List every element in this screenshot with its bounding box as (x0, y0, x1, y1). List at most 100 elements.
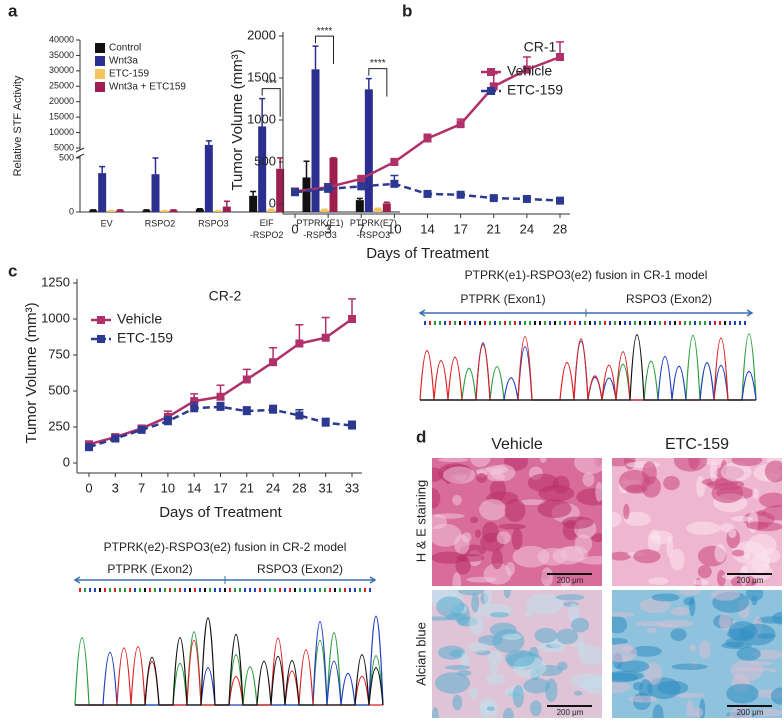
tissue-feature (772, 611, 782, 625)
base-call (364, 588, 366, 592)
base-call (179, 588, 181, 592)
x-tick-label: 0 (291, 221, 298, 236)
tissue-feature (432, 488, 441, 509)
tissue-feature (443, 466, 476, 484)
base-call (614, 321, 616, 325)
y-tick-label: 250 (48, 418, 70, 433)
tissue-feature (445, 665, 471, 670)
x-tick-label: 7 (358, 221, 365, 236)
bar (195, 209, 204, 212)
base-call (274, 588, 276, 592)
tissue-feature (646, 627, 657, 633)
marker (111, 434, 120, 443)
error-bar (277, 157, 284, 169)
marker (357, 174, 366, 183)
marker (321, 418, 330, 427)
base-call (524, 321, 526, 325)
bar (267, 209, 276, 212)
error-bar (303, 160, 310, 178)
y-axis-label: Tumor Volume (mm³) (229, 49, 246, 190)
tissue-feature (663, 475, 680, 491)
error-bar (223, 200, 230, 207)
base-call (689, 321, 691, 325)
x-tick-label: 24 (266, 480, 280, 495)
base-call (559, 321, 561, 325)
tissue-feature (762, 504, 782, 521)
bar (258, 126, 267, 212)
legend-marker (487, 87, 495, 95)
tissue-feature (504, 499, 526, 522)
tissue-feature (556, 628, 579, 645)
tissue-feature (746, 521, 769, 530)
tissue-feature (688, 458, 700, 470)
legend-label: Wnt3a + ETC159 (109, 82, 186, 93)
marker (348, 315, 356, 323)
error-bar (152, 157, 159, 175)
base-call (429, 321, 431, 325)
tissue-feature (539, 458, 547, 463)
tissue-feature (689, 643, 696, 652)
tissue-feature (752, 488, 759, 500)
tissue-feature (686, 700, 694, 717)
base-call (649, 321, 651, 325)
bar (302, 177, 311, 212)
y-tick-label: 2000 (247, 27, 276, 42)
base-call (329, 588, 331, 592)
legend-label: ETC-159 (109, 69, 149, 80)
axis-break (75, 147, 85, 153)
legend-label: Control (109, 43, 141, 54)
y-tick-label: 500 (48, 382, 70, 397)
tissue-feature (768, 668, 777, 673)
base-call (114, 588, 116, 592)
tissue-feature (699, 640, 711, 659)
tissue-feature (537, 547, 568, 566)
histology-image (432, 458, 602, 586)
base-call (289, 588, 291, 592)
tissue-feature (570, 673, 602, 689)
tissue-feature (483, 590, 492, 608)
base-call (164, 588, 166, 592)
tissue-feature (511, 527, 523, 551)
x-tick-label: RSPO2 (145, 218, 176, 228)
column-title: ETC-159 (665, 436, 729, 453)
error-bar (268, 208, 275, 211)
tissue-feature (720, 462, 752, 482)
tissue-feature (630, 645, 662, 657)
tissue-feature (570, 617, 590, 633)
bar (213, 210, 222, 212)
base-call (169, 588, 171, 592)
tissue-feature (452, 694, 463, 711)
base-call (214, 588, 216, 592)
bar (373, 208, 382, 212)
y-tick-label: 0 (269, 195, 276, 210)
base-call (514, 321, 516, 325)
significance-label: **** (370, 58, 386, 69)
base-call (254, 588, 256, 592)
significance-label: **** (317, 26, 333, 37)
base-call (469, 321, 471, 325)
y-tick-label: 35000 (49, 50, 74, 60)
tissue-feature (432, 551, 467, 564)
marker (489, 194, 498, 203)
exon-label: RSPO3 (Exon2) (626, 292, 712, 306)
tissue-feature (639, 598, 671, 614)
x-tick-label: 21 (487, 221, 501, 236)
tissue-feature (436, 596, 465, 618)
y-tick-label: 750 (48, 346, 70, 361)
marker (137, 425, 146, 434)
x-tick-label: 17 (453, 221, 467, 236)
base-call (529, 321, 531, 325)
base-call (319, 588, 321, 592)
base-call (104, 588, 106, 592)
histology-image (612, 590, 782, 718)
x-axis-label: Days of Treatment (159, 504, 282, 521)
tissue-feature (693, 579, 709, 586)
base-call (639, 321, 641, 325)
base-call (309, 588, 311, 592)
tissue-feature (612, 637, 628, 645)
marker (348, 421, 356, 430)
x-tick-label: 14 (420, 221, 434, 236)
y-tick-label: 30000 (49, 65, 74, 75)
bar (364, 89, 373, 212)
tissue-feature (675, 692, 706, 698)
